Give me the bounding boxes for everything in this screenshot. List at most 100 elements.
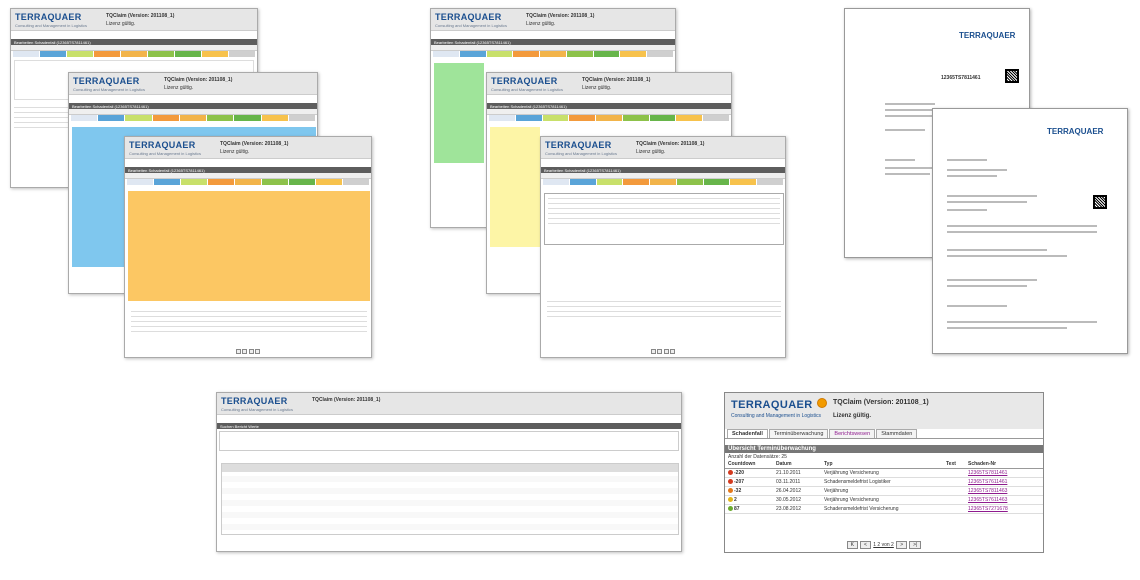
column-header[interactable]: Text	[943, 461, 965, 469]
licence-status: Lizenz gültig.	[164, 85, 194, 91]
case-tabs[interactable]	[125, 179, 371, 185]
toolbar	[431, 45, 675, 51]
licence-status: Lizenz gültig.	[526, 21, 556, 27]
case-bar: Bearbeiten Schadenfall (12365TS7811461)	[487, 103, 731, 109]
document-page-front: TERRAQUAER	[932, 108, 1128, 354]
table-row[interactable]: 2 30.05.2012 Verjährung Versicherung 12365T…	[725, 495, 1043, 505]
document-logo: TERRAQUAER	[959, 31, 1016, 40]
countdown-cell: -32	[725, 486, 773, 496]
status-light-icon	[728, 487, 733, 493]
brand-logo: TERRAQUAER	[731, 399, 813, 411]
toolbar	[125, 173, 371, 179]
toolbar	[487, 109, 731, 115]
pager[interactable]	[541, 349, 785, 354]
table-row[interactable]: -220 21.10.2011 Verjährung Versicherung 123…	[725, 468, 1043, 478]
type-cell: Schadensmeldefrist Versicherung	[821, 504, 943, 514]
status-light-icon	[728, 478, 733, 484]
table-row[interactable]: -32 26.04.2012 Verjährung 12365TS7811463	[725, 486, 1043, 496]
app-header: TERRAQUAER Consulting and Management in …	[725, 393, 1043, 429]
toolbar	[541, 173, 785, 179]
pager[interactable]	[125, 349, 371, 354]
claim-number-link[interactable]: 12365TS7811463	[965, 486, 1043, 496]
pager: K < 1 2 von 2 > >|	[725, 541, 1043, 549]
brand-mark-icon	[817, 398, 827, 408]
type-cell: Schadensmeldefrist Logistiker	[821, 477, 943, 487]
case-bar: Bearbeiten Schadenfall (12365TS7811461)	[11, 39, 257, 45]
text-cell	[943, 486, 965, 496]
text-cell	[943, 468, 965, 478]
section-title: Übersicht Terminüberwachung	[725, 445, 1043, 453]
column-header[interactable]: Datum	[773, 461, 821, 469]
status-light-icon	[728, 496, 733, 502]
status-light-icon	[728, 469, 733, 475]
text-cell	[943, 477, 965, 487]
claim-number-link[interactable]: 12365TS7811461	[965, 468, 1043, 478]
app-title: TQClaim (Version: 201108_1)	[526, 13, 595, 19]
type-cell: Verjährung Versicherung	[821, 495, 943, 505]
countdown-cell: -220	[725, 468, 773, 478]
status-light-icon	[728, 505, 733, 511]
table-row[interactable]: -207 03.11.2011 Schadensmeldefrist Logisti…	[725, 477, 1043, 487]
brand-logo: TERRAQUAER Consulting and Management in L…	[435, 12, 508, 28]
column-header[interactable]: Schaden-Nr	[965, 461, 1043, 469]
prev-page-button[interactable]: <	[859, 541, 871, 549]
countdown-cell: 87	[725, 504, 773, 514]
countdown-cell: -207	[725, 477, 773, 487]
screenshot-window-report: TERRAQUAER Consulting and Management in L…	[216, 392, 682, 552]
column-header[interactable]: Countdown	[725, 461, 773, 469]
brand-logo: TERRAQUAER Consulting and Management in L…	[129, 140, 202, 156]
column-header[interactable]: Typ	[821, 461, 943, 469]
case-tabs[interactable]	[431, 51, 675, 57]
text-cell	[943, 495, 965, 505]
licence-status: Lizenz gültig.	[636, 149, 666, 155]
record-count: Anzahl der Datensätze: 25	[728, 454, 787, 460]
nav-tabs[interactable]	[11, 31, 257, 39]
report-bar: Suchen Bericht Werte	[217, 423, 681, 429]
nav-tabs[interactable]	[125, 159, 371, 167]
date-cell: 23.08.2012	[773, 504, 821, 514]
app-title: TQClaim (Version: 201108_1)	[636, 141, 705, 147]
tab-terminueberwachung[interactable]: Terminüberwachung	[768, 429, 829, 438]
nav-tabs[interactable]	[431, 31, 675, 39]
app-title: TQClaim (Version: 201108_1)	[164, 77, 233, 83]
toolbar	[11, 45, 257, 51]
type-cell: Verjährung Versicherung	[821, 468, 943, 478]
case-bar: Bearbeiten Schadenfall (12365TS7811461)	[69, 103, 317, 109]
last-page-button[interactable]: >|	[909, 541, 922, 549]
brand-logo: TERRAQUAER Consulting and Management in L…	[15, 12, 88, 28]
tab-schadenfall[interactable]: Schadenfall	[727, 429, 768, 438]
nav-tabs[interactable]	[69, 95, 317, 103]
licence-status: Lizenz gültig.	[833, 413, 871, 419]
brand-logo: TERRAQUAER Consulting and Management in L…	[545, 140, 618, 156]
date-cell: 26.04.2012	[773, 486, 821, 496]
app-header: TERRAQUAER Consulting and Management in L…	[11, 9, 257, 31]
deadline-overview-window: TERRAQUAER Consulting and Management in …	[724, 392, 1044, 553]
text-cell	[943, 504, 965, 514]
nav-tabs[interactable]	[487, 95, 731, 103]
screenshot-window-attachments: TERRAQUAER Consulting and Management in L…	[540, 136, 786, 358]
date-cell: 30.05.2012	[773, 495, 821, 505]
nav-tabs[interactable]	[217, 415, 681, 423]
next-page-button[interactable]: >	[896, 541, 908, 549]
date-cell: 21.10.2011	[773, 468, 821, 478]
claim-number-link[interactable]: 12365TS7611461	[965, 477, 1043, 487]
brand-logo: TERRAQUAER Consulting and Management in L…	[221, 396, 294, 412]
tab-stammdaten[interactable]: Stammdaten	[876, 429, 918, 438]
case-bar: Bearbeiten Schadenfall (12365TS7811461)	[125, 167, 371, 173]
case-bar: Bearbeiten Schadenfall (12365TS7811461)	[541, 167, 785, 173]
case-tabs[interactable]	[487, 115, 731, 121]
nav-tabs[interactable]	[541, 159, 785, 167]
app-header: TERRAQUAER Consulting and Management in L…	[487, 73, 731, 95]
first-page-button[interactable]: K	[846, 541, 858, 549]
deadline-table: Countdown Datum Typ Text Schaden-Nr -220…	[725, 461, 1043, 514]
licence-status: Lizenz gültig.	[582, 85, 612, 91]
document-logo: TERRAQUAER	[1047, 127, 1104, 136]
qr-code	[1093, 195, 1107, 209]
tab-berichtswesen[interactable]: Berichtswesen	[829, 429, 876, 438]
case-tabs[interactable]	[69, 115, 317, 121]
claim-number-link[interactable]: 12365TS7611463	[965, 495, 1043, 505]
case-tabs[interactable]	[541, 179, 785, 185]
case-tabs[interactable]	[11, 51, 257, 57]
table-row[interactable]: 87 23.08.2012 Schadensmeldefrist Versicher…	[725, 504, 1043, 514]
claim-number-link[interactable]: 12365TS7271678	[965, 504, 1043, 514]
